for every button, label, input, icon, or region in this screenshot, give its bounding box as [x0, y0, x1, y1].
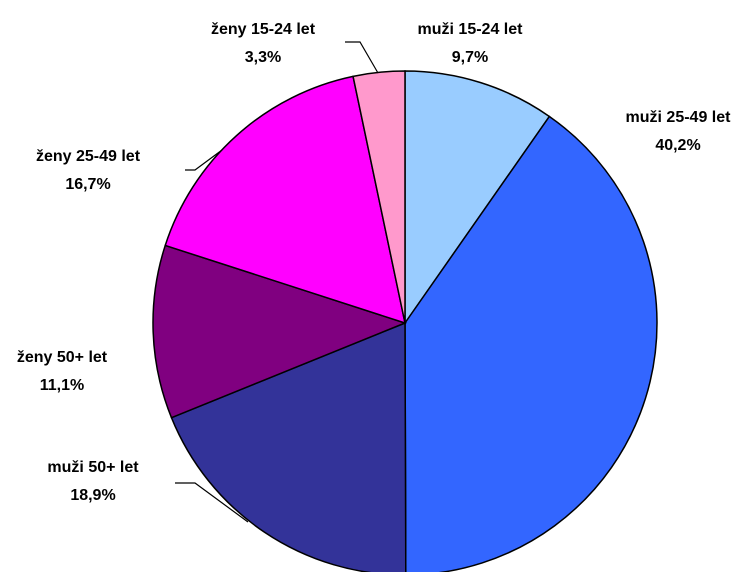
pie-slice	[404, 115, 658, 572]
slice-label: ženy 15-24 let	[211, 21, 316, 38]
slice-value-label: 3,3%	[245, 49, 281, 66]
leader-line	[345, 41, 379, 74]
slice-value-label: 11,1%	[40, 377, 84, 394]
slice-value-label: 40,2%	[655, 137, 700, 154]
slice-label: muži 50+ let	[47, 459, 139, 476]
pie-slice	[164, 75, 407, 325]
slice-label: ženy 50+ let	[17, 349, 108, 366]
pie-slice	[404, 70, 551, 326]
slice-label: muži 15-24 let	[418, 21, 524, 38]
leader-line	[175, 482, 249, 523]
pie-slice	[352, 70, 406, 324]
pie-slice	[152, 244, 408, 419]
slice-label: muži 25-49 let	[626, 109, 732, 126]
pie-slice	[170, 321, 407, 572]
slice-label: ženy 25-49 let	[36, 148, 141, 165]
slice-value-label: 16,7%	[65, 176, 110, 193]
slice-value-label: 18,9%	[70, 487, 115, 504]
slice-value-label: 9,7%	[452, 49, 488, 66]
leader-line	[185, 149, 223, 171]
